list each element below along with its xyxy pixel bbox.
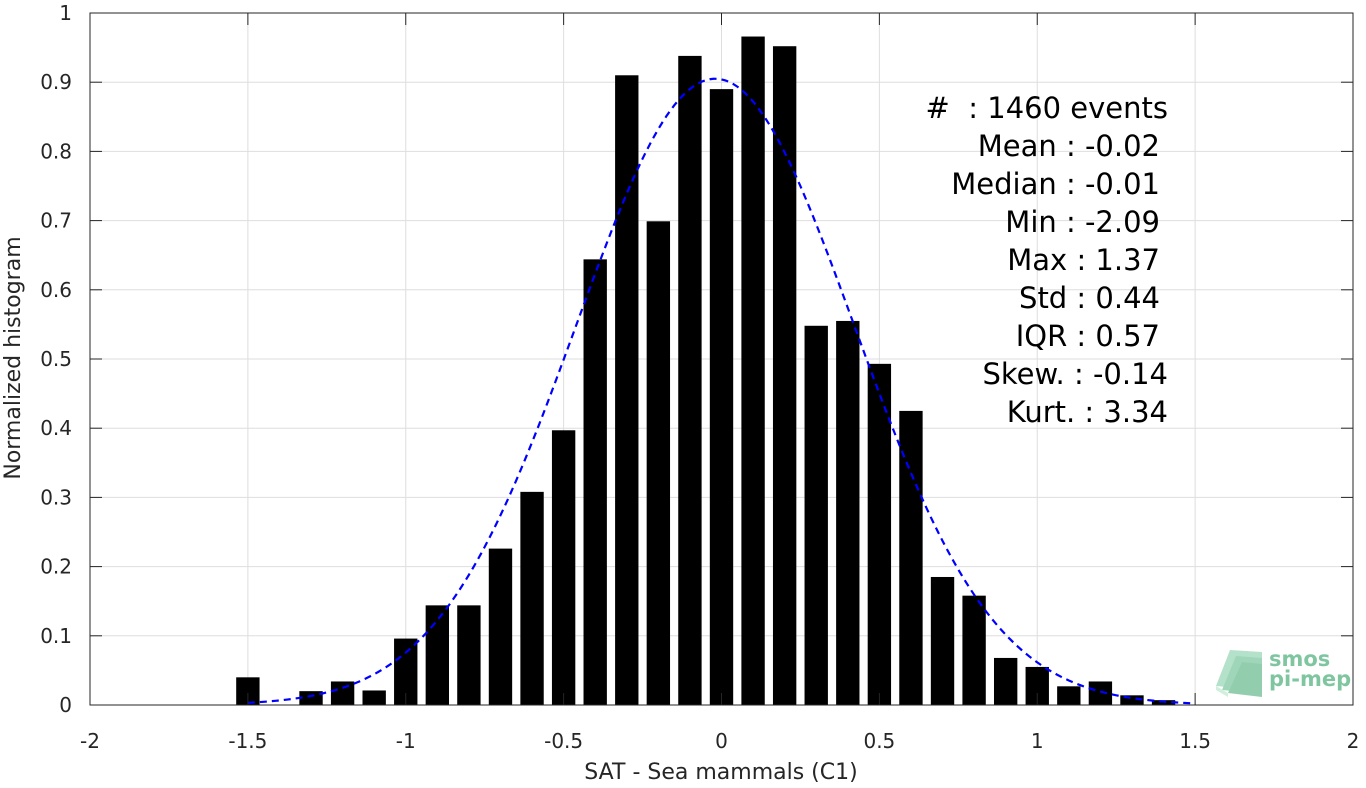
x-tick-label-3: -0.5 [544,729,583,753]
histogram-bar-1 [299,691,323,705]
stat-kurt: Kurt. : 3.34 [1007,395,1168,429]
gaussian-fit-curve [247,77,1196,705]
y-tick-label-3: 0.3 [40,485,72,509]
y-tick-label-7: 0.7 [40,209,72,233]
x-tick-label-1: -1.5 [228,729,267,753]
logo-text-pi-mep: pi-mep [1269,667,1351,691]
histogram-bar-2 [330,681,355,705]
histogram-bar-25 [1057,686,1081,705]
y-tick-labels: 0 0.1 0.2 0.3 0.4 0.5 0.6 0.7 0.8 0.9 1 [40,1,72,717]
x-tick-label-4: 0 [715,729,728,753]
stat-skew: Skew. : -0.14 [982,357,1168,391]
histogram-bar-0 [236,677,260,705]
logo-icon [1216,650,1262,697]
stat-mean: Mean : -0.02 [978,129,1160,163]
axes [89,12,1354,706]
y-tick-label-0: 0 [59,693,72,717]
x-tick-labels: -2 -1.5 -1 -0.5 0 0.5 1 1.5 2 [80,729,1359,753]
x-axis-label: SAT - Sea mammals (C1) [584,760,857,784]
y-tick-label-1: 0.1 [40,624,72,648]
y-tick-label-9: 0.9 [40,70,72,94]
histogram-bar-27 [1120,695,1144,705]
histogram-bar-21 [930,576,955,705]
y-tick-label-8: 0.8 [40,139,72,163]
histogram-bar-8 [520,491,544,705]
histogram-bar-26 [1088,681,1113,705]
histogram-bar-24 [1025,666,1049,705]
x-tick-label-7: 1.5 [1179,729,1211,753]
histogram-bar-5 [425,605,450,705]
stat-median: Median : -0.01 [951,167,1160,201]
x-tick-label-5: 0.5 [863,729,895,753]
histogram-bar-16 [772,46,797,705]
stat-min: Min : -2.09 [1005,205,1160,239]
x-tick-label-0: -2 [80,729,100,753]
x-tick-label-6: 1 [1031,729,1044,753]
histogram-bar-13 [678,55,702,706]
y-axis-label: Normalized histogram [1,236,26,479]
histogram-bars [236,36,1176,706]
histogram-bar-12 [646,221,671,706]
x-tick-label-2: -1 [396,729,416,753]
stat-count: # : 1460 events [926,91,1168,125]
histogram-bar-11 [615,75,639,705]
histogram-bar-22 [962,595,986,705]
histogram-bar-18 [836,320,860,705]
x-tick-label-8: 2 [1347,729,1360,753]
histogram-bar-7 [488,548,513,705]
histogram-bar-23 [993,657,1018,705]
histogram-bar-6 [457,605,481,705]
histogram-bar-3 [362,690,386,705]
histogram-bar-9 [551,430,576,705]
gaussian-fit [247,77,1196,705]
histogram-bar-10 [583,259,607,705]
stat-std: Std : 0.44 [1019,281,1160,315]
histogram-bar-17 [804,325,828,705]
logo-text-smos: smos [1269,647,1330,671]
histogram-bar-19 [867,363,892,705]
stat-max: Max : 1.37 [1007,243,1160,277]
y-tick-label-6: 0.6 [40,278,72,302]
y-tick-label-10: 1 [59,1,72,25]
stats-annotation: # : 1460 events Mean : -0.02 Median : -0… [926,91,1168,429]
y-tick-label-5: 0.5 [40,347,72,371]
histogram-bar-4 [394,638,418,705]
y-tick-label-4: 0.4 [40,416,72,440]
histogram-bar-14 [709,89,734,706]
stat-iqr: IQR : 0.57 [1016,319,1160,353]
y-tick-label-2: 0.2 [40,555,72,579]
smos-pi-mep-logo: smos pi-mep [1216,647,1351,697]
histogram-bar-15 [741,36,765,705]
